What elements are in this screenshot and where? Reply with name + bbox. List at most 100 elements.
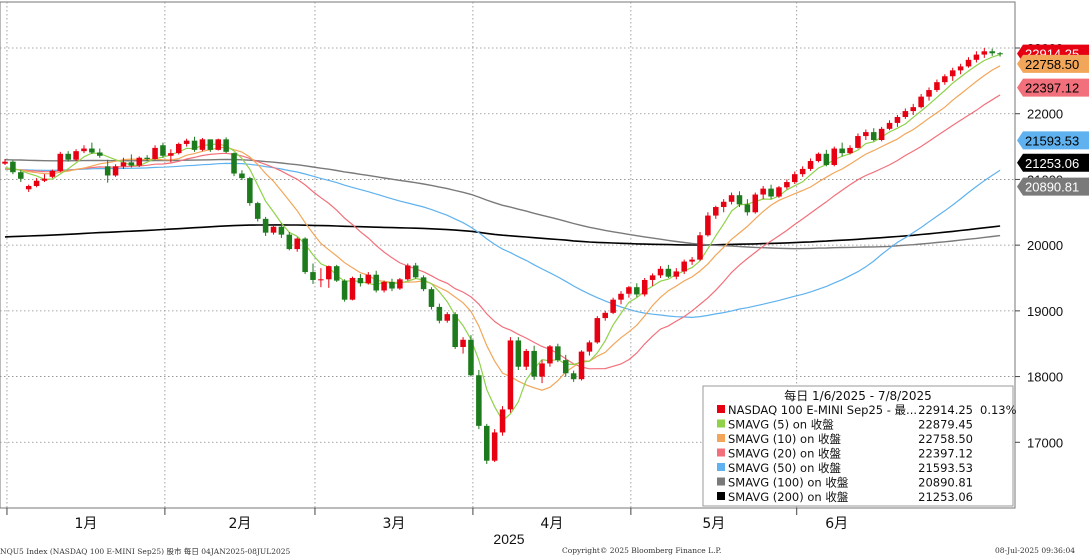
candle-body	[555, 346, 561, 361]
candle-body	[997, 53, 1003, 55]
candle-body	[278, 226, 285, 235]
value-tag-bg	[1017, 153, 1089, 172]
candle-body	[97, 152, 103, 156]
candle-body	[357, 278, 364, 284]
candle-body	[57, 153, 64, 171]
legend-series-name: NASDAQ 100 E-MINI Sep25 - 最...	[728, 403, 917, 417]
candle-body	[570, 373, 577, 380]
candle-body	[33, 180, 40, 186]
candle-body	[610, 299, 616, 313]
candle-body	[673, 271, 680, 277]
value-tag-bg	[1017, 54, 1089, 73]
candle-body	[349, 278, 356, 300]
legend-series-name: SMAVG (20) on 收盤	[728, 447, 842, 461]
candle-body	[626, 287, 632, 294]
candle-body	[910, 107, 916, 112]
candle-body	[776, 187, 782, 197]
candle-body	[839, 148, 845, 154]
legend-box	[702, 385, 1014, 507]
candle-body	[768, 188, 774, 197]
legend-series-value: 21253.06	[918, 490, 973, 504]
candle-body	[215, 139, 222, 150]
candle-body	[641, 279, 648, 295]
candle-body	[507, 340, 514, 410]
candle-body	[18, 172, 24, 179]
y-tick-label: 22000	[1027, 107, 1063, 122]
candle-body	[270, 226, 277, 233]
candle-body	[965, 59, 972, 67]
candle-body	[175, 143, 182, 154]
candle-body	[531, 350, 537, 377]
candle-body	[823, 153, 830, 165]
candle-body	[942, 76, 948, 83]
candle-body	[373, 274, 379, 291]
value-tag-bg	[1017, 177, 1089, 196]
candle-body	[649, 275, 656, 280]
candle-body	[863, 132, 869, 137]
x-month-label: 5月	[702, 516, 725, 532]
candle-body	[949, 70, 956, 77]
y-tick-label: 18000	[1027, 370, 1063, 385]
candle-body	[657, 268, 664, 276]
legend-swatch	[717, 405, 725, 413]
y-tick-label: 20000	[1027, 238, 1063, 253]
legend-swatch	[717, 434, 725, 442]
candle-body	[681, 261, 687, 272]
candle-body	[25, 186, 32, 190]
candle-body	[412, 265, 419, 278]
candle-body	[65, 153, 71, 160]
candle-body	[302, 238, 308, 273]
candle-body	[436, 306, 443, 321]
x-month-label: 4月	[540, 516, 563, 532]
candle-body	[586, 342, 593, 352]
candle-body	[902, 111, 909, 117]
value-tag-label: 21253.06	[1025, 156, 1079, 171]
candle-body	[460, 339, 466, 347]
plot-area	[0, 1, 1016, 509]
legend-series-name: SMAVG (5) on 收盤	[728, 418, 834, 432]
value-tag-bg	[1017, 78, 1089, 97]
candle-body	[294, 238, 300, 250]
sma10-line	[4, 65, 1001, 391]
candle-body	[957, 66, 964, 71]
candle-body	[697, 235, 703, 260]
candle-body	[973, 54, 980, 60]
legend-series-name: SMAVG (50) on 收盤	[728, 461, 842, 475]
x-month-label: 1月	[74, 516, 97, 532]
legend-swatch	[717, 463, 725, 471]
candle-body	[594, 318, 601, 343]
candle-body	[231, 153, 237, 174]
candle-body	[799, 168, 806, 175]
candle-body	[886, 122, 893, 129]
legend-series-value: 22758.50	[918, 432, 973, 446]
candle-body	[405, 265, 411, 280]
sma50-line	[4, 162, 1001, 319]
sma200-line	[4, 224, 1001, 246]
candle-body	[310, 272, 316, 280]
candle-body	[483, 425, 490, 461]
candle-body	[878, 128, 885, 140]
candle-body	[705, 215, 711, 236]
candle-body	[491, 432, 498, 461]
candle-body	[665, 268, 672, 277]
candle-body	[183, 140, 190, 144]
candle-body	[855, 136, 861, 148]
legend-series-name: SMAVG (200) on 收盤	[728, 490, 849, 504]
candle-body	[736, 195, 743, 205]
candle-body	[815, 153, 822, 162]
candle-body	[10, 161, 16, 173]
candle-body	[420, 277, 427, 290]
candle-body	[515, 340, 522, 367]
value-tag-label: 22397.12	[1025, 81, 1079, 96]
footer-timestamp: 08-Jul-2025 09:36:04	[995, 546, 1076, 555]
footer-left: NQU5 Index (NASDAQ 100 E-MINI Sep25) 股市 …	[0, 547, 291, 556]
candle-body	[326, 266, 332, 280]
x-month-label: 3月	[382, 516, 405, 532]
candle-body	[744, 204, 751, 213]
value-tag: 21593.53	[1017, 131, 1089, 150]
candle-body	[981, 51, 988, 55]
candle-body	[199, 139, 206, 150]
candle-body	[791, 174, 798, 183]
value-tag: 22758.50	[1017, 54, 1089, 73]
